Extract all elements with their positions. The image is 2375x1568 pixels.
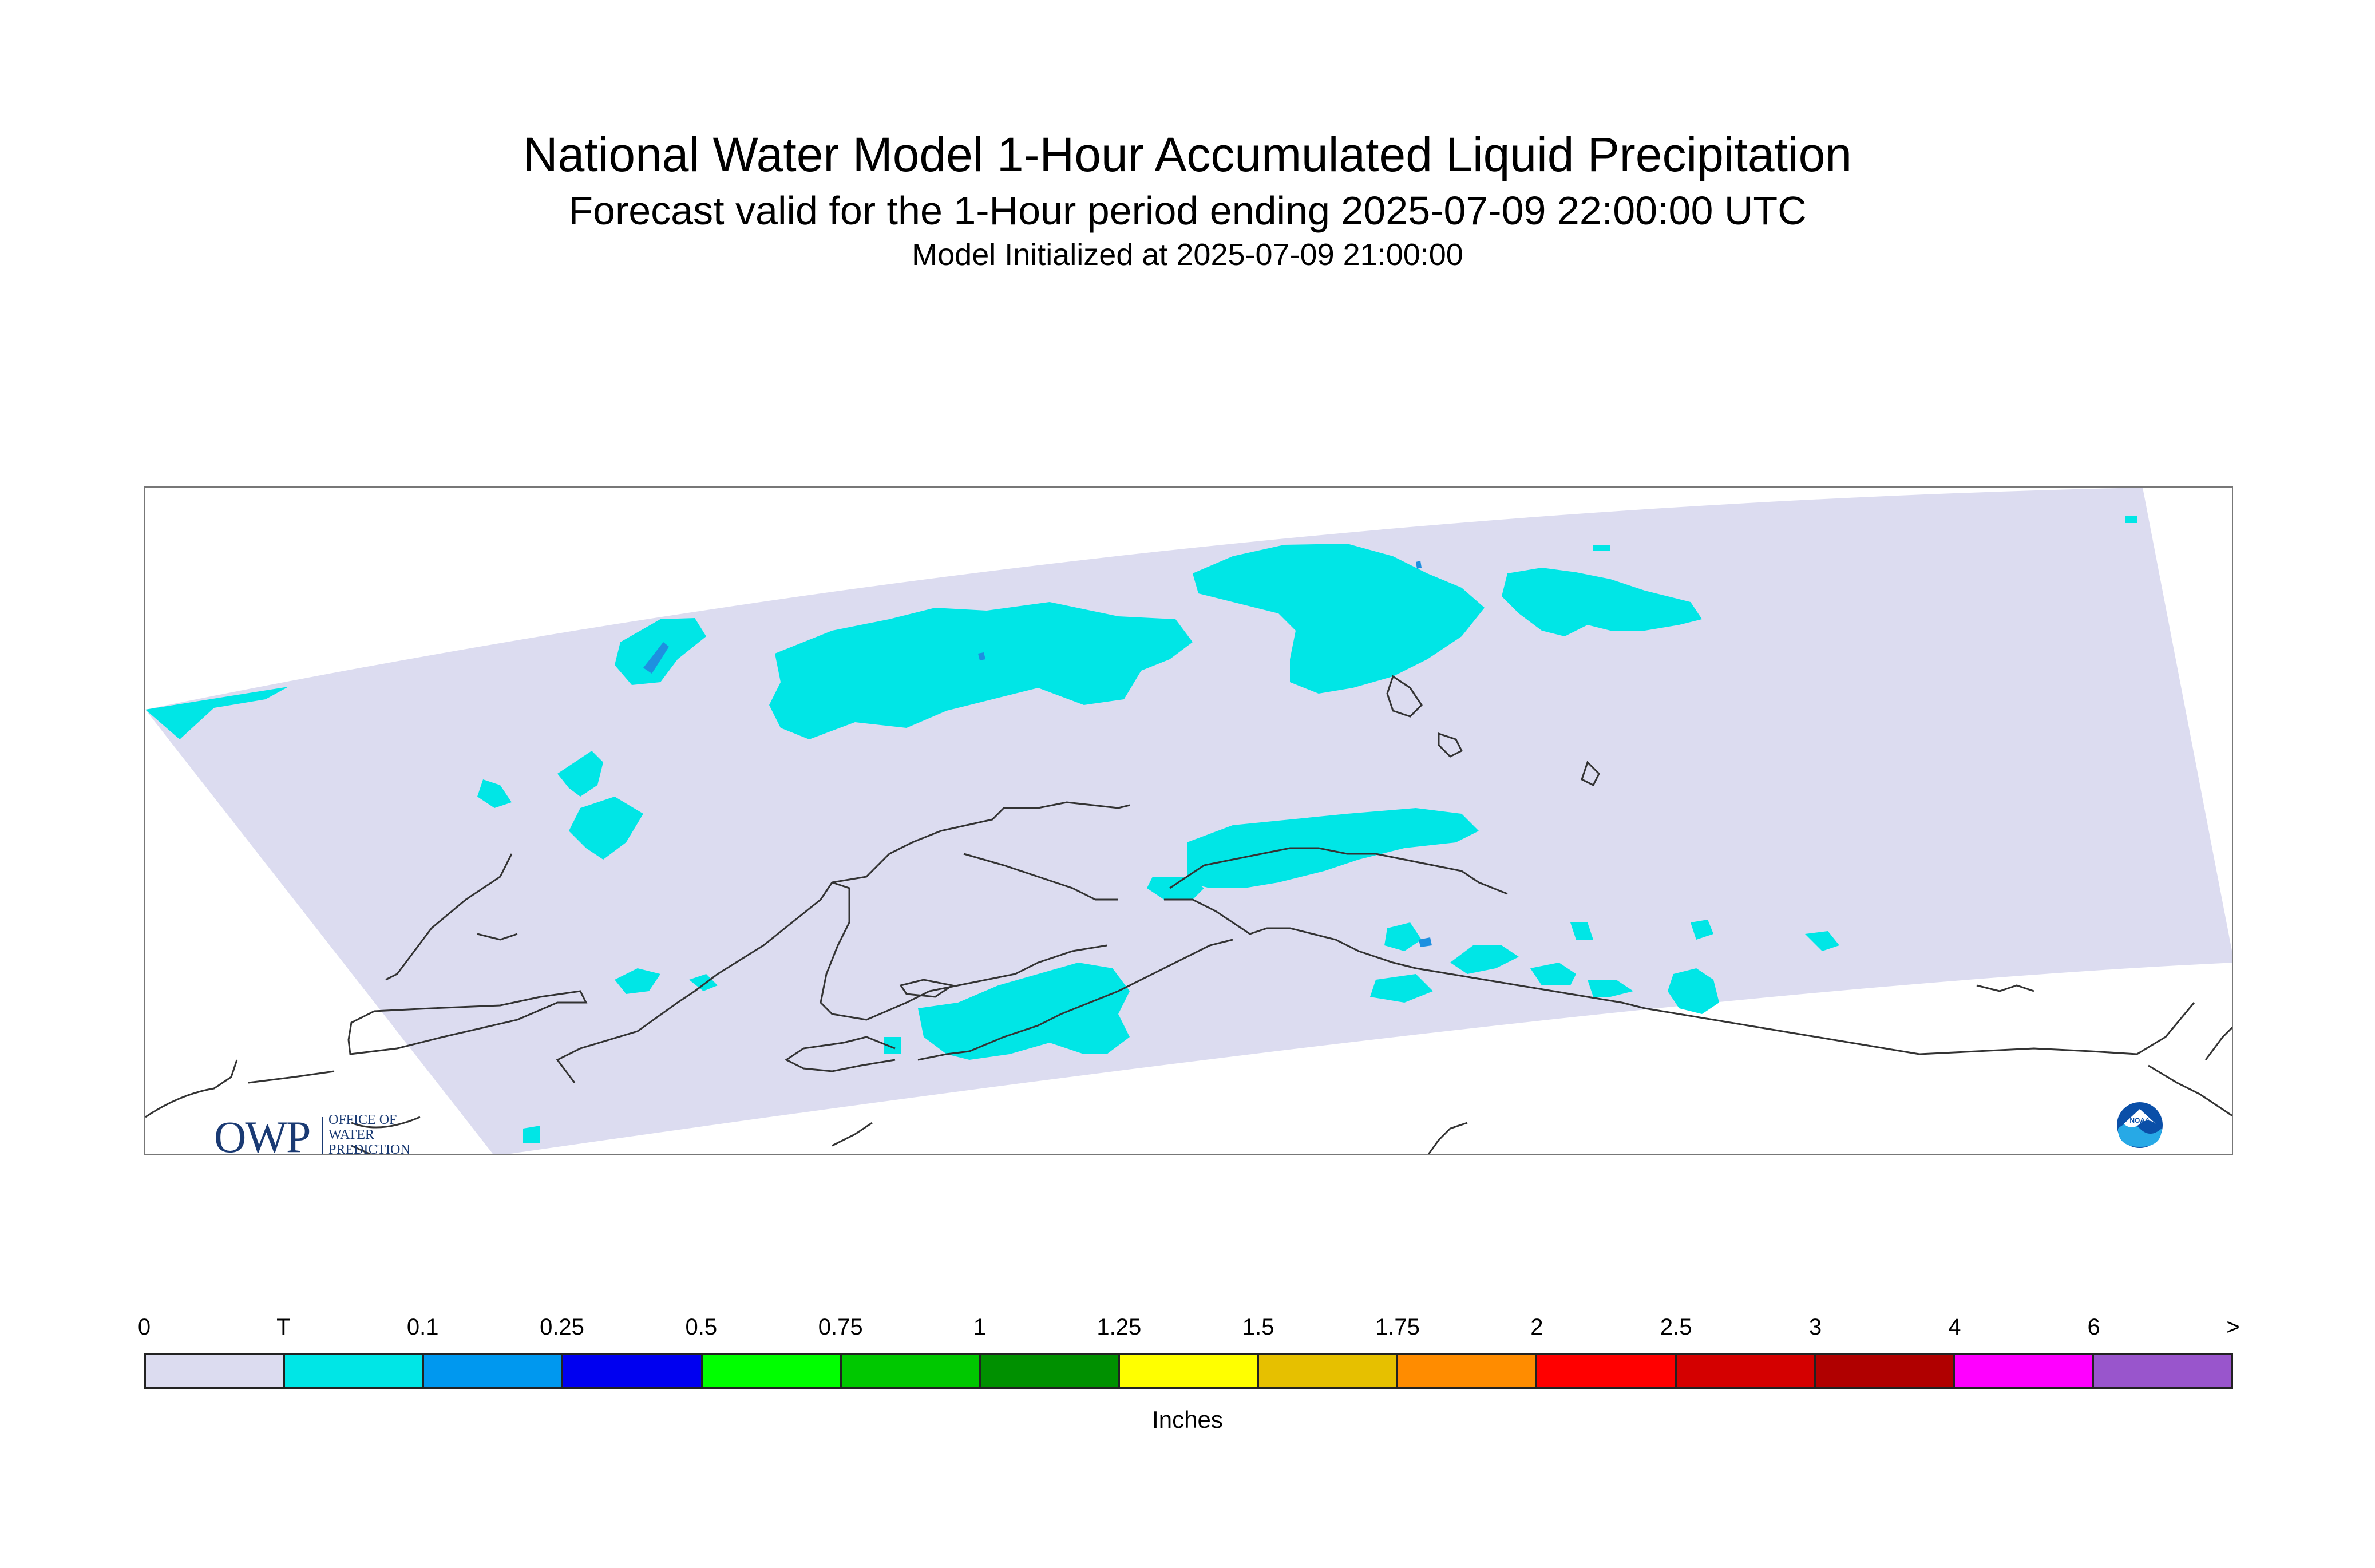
legend-swatch [1954, 1355, 2094, 1387]
precip-moderate-areas [643, 561, 1432, 947]
legend-swatch [1398, 1355, 1538, 1387]
legend-units: Inches [1152, 1406, 1223, 1433]
legend-swatch [146, 1355, 286, 1387]
legend-tick-label: 1 [973, 1314, 987, 1340]
owp-logo-divider [322, 1117, 323, 1154]
legend-tick-label: 6 [2087, 1314, 2100, 1340]
legend-tick-label: 0.1 [406, 1314, 439, 1340]
owp-logo-mark: OWP [214, 1112, 311, 1155]
map-panel: OWP OFFICE OF WATER PREDICTION NOAA [144, 486, 2233, 1155]
noaa-logo-text: NOAA [2129, 1116, 2150, 1124]
precip-light-areas [145, 516, 2137, 1143]
legend-tick-label: > [2226, 1314, 2240, 1340]
legend-swatch [424, 1355, 564, 1387]
legend-swatch [980, 1355, 1120, 1387]
legend-swatch [1537, 1355, 1677, 1387]
legend-tick-label: 1.5 [1242, 1314, 1274, 1340]
legend-swatch [285, 1355, 425, 1387]
legend-tick-label: 2 [1530, 1314, 1543, 1340]
owp-logo-line3: PREDICTION [328, 1142, 410, 1155]
legend-swatch [2093, 1355, 2232, 1387]
coastlines [145, 675, 2232, 1154]
legend-tick-label: 0.5 [685, 1314, 718, 1340]
legend-colorbar [144, 1353, 2233, 1389]
legend-tick-label: 1.75 [1375, 1314, 1420, 1340]
legend-swatch [841, 1355, 981, 1387]
legend-tick-label: 0 [137, 1314, 151, 1340]
owp-logo-line2: WATER [328, 1127, 374, 1142]
legend-swatch [1259, 1355, 1399, 1387]
map-title: National Water Model 1-Hour Accumulated … [522, 128, 1852, 181]
noaa-logo: NOAA [2117, 1102, 2163, 1148]
legend-swatch [1676, 1355, 1816, 1387]
precipitation-map [145, 488, 2232, 1154]
legend-tick-label: 1.25 [1097, 1314, 1142, 1340]
legend-tick-label: 2.5 [1660, 1314, 1692, 1340]
legend-tick-label: 0.25 [540, 1314, 584, 1340]
legend-tick-label: 4 [1948, 1314, 1961, 1340]
owp-logo-line1: OFFICE OF [328, 1112, 397, 1127]
legend-swatch [1815, 1355, 1955, 1387]
model-init-line: Model Initialized at 2025-07-09 21:00:00 [912, 237, 1463, 272]
map-subtitle: Forecast valid for the 1-Hour period end… [568, 188, 1807, 233]
legend-swatch [563, 1355, 703, 1387]
legend-tick-label: T [276, 1314, 291, 1340]
legend-tick-label: 0.75 [818, 1314, 863, 1340]
legend-tick-label: 3 [1808, 1314, 1822, 1340]
legend-swatch [1119, 1355, 1260, 1387]
legend-swatch [702, 1355, 842, 1387]
